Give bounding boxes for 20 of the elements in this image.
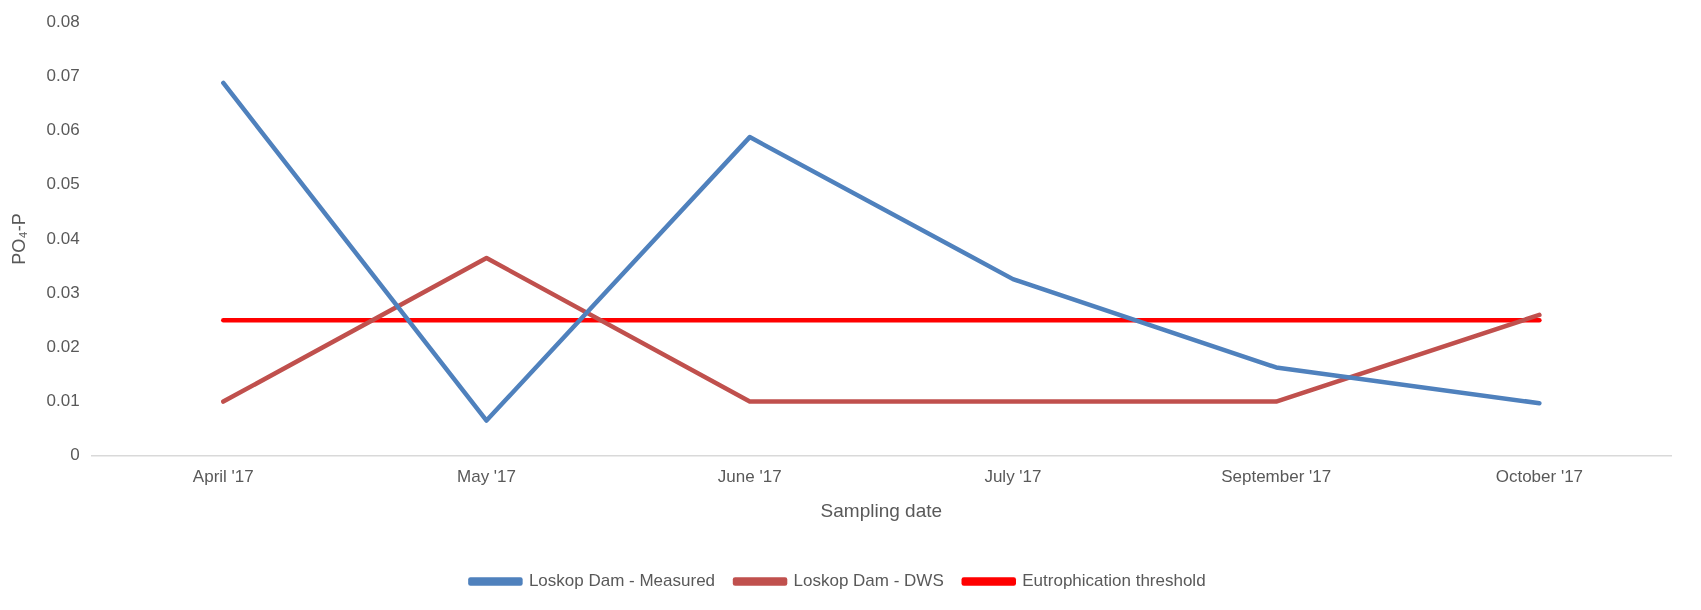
- y-tick-label: 0.08: [46, 11, 80, 31]
- legend-label: Loskop Dam - Measured: [528, 571, 716, 591]
- y-tick-label: 0.03: [46, 282, 80, 302]
- y-tick-label: 0.06: [46, 120, 80, 140]
- x-tick-label: May '17: [457, 466, 517, 486]
- x-axis-title: Sampling date: [820, 499, 943, 521]
- x-tick-label: September '17: [1221, 466, 1332, 486]
- y-tick-label: 0: [70, 445, 80, 465]
- x-tick-label: July '17: [984, 466, 1042, 486]
- y-tick-label: 0.05: [46, 174, 80, 194]
- y-tick-label: 0.02: [46, 337, 80, 357]
- x-tick-label: June '17: [717, 466, 782, 486]
- legend-label: Loskop Dam - DWS: [793, 571, 944, 591]
- y-tick-label: 0.04: [46, 228, 80, 248]
- y-axis-title: PO₄-P: [8, 213, 29, 265]
- x-tick-label: October '17: [1495, 466, 1584, 486]
- y-tick-label: 0.07: [46, 66, 80, 86]
- x-tick-label: April '17: [192, 466, 254, 486]
- legend-label: Eutrophication threshold: [1022, 571, 1206, 591]
- y-tick-label: 0.01: [46, 391, 80, 411]
